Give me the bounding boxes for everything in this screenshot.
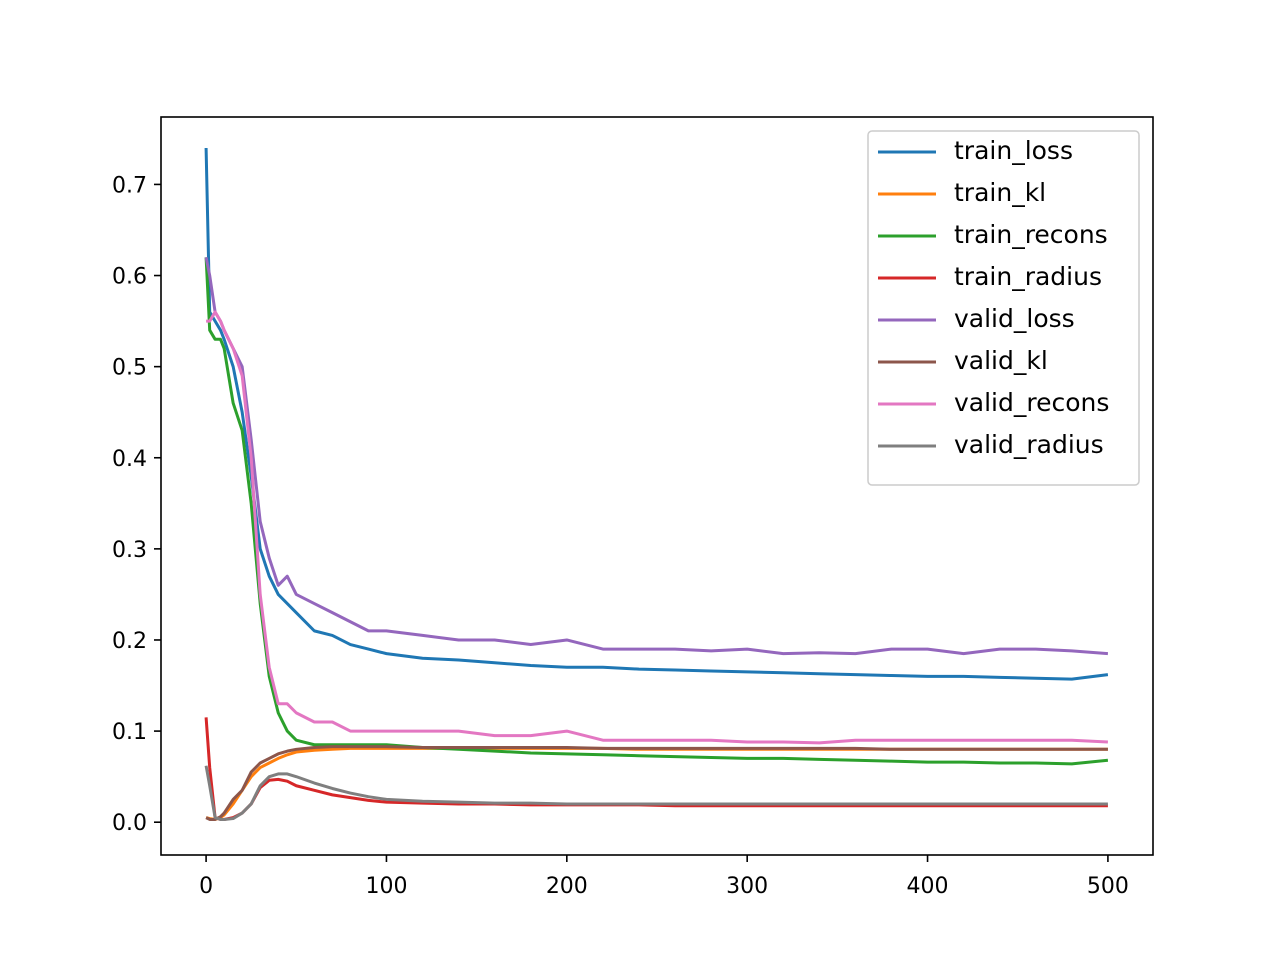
y-tick-label: 0.2 [112, 629, 147, 654]
legend-label: valid_kl [954, 346, 1048, 375]
legend: train_loss train_kl train_recons train_radi… [867, 130, 1140, 486]
data-line [204, 147, 1109, 681]
plot-area [204, 147, 1109, 821]
data-line [205, 745, 1108, 821]
legend-label: valid_loss [954, 304, 1075, 333]
x-tick-label: 300 [726, 874, 768, 899]
x-tick-label: 400 [907, 874, 949, 899]
data-line [206, 310, 1108, 745]
x-tick-label: 500 [1087, 874, 1129, 899]
y-tick-label: 0.3 [112, 538, 147, 563]
data-line [204, 765, 1108, 821]
legend-frame [867, 130, 1140, 486]
x-tick-label: 100 [365, 874, 407, 899]
y-tick-label: 0.4 [112, 447, 147, 472]
legend-label: train_radius [954, 262, 1102, 291]
y-tick-label: 0.1 [112, 720, 147, 745]
x-tick-label: 200 [546, 874, 588, 899]
legend-label: train_recons [954, 220, 1108, 249]
axes-frame [160, 116, 1154, 856]
legend-label: train_kl [954, 178, 1046, 207]
legend-label: valid_radius [954, 430, 1104, 459]
legend-label: valid_recons [954, 388, 1109, 417]
x-tick-label: 0 [199, 874, 213, 899]
y-tick-label: 0.7 [112, 173, 147, 198]
y-tick-label: 0.5 [112, 356, 147, 381]
y-tick-label: 0.6 [112, 265, 147, 290]
y-tick-label: 0.0 [112, 811, 147, 836]
legend-label: train_loss [954, 136, 1073, 165]
